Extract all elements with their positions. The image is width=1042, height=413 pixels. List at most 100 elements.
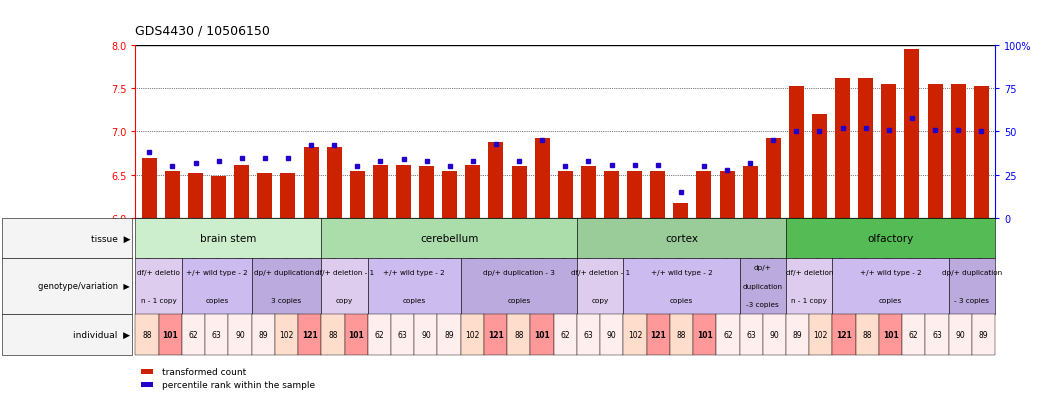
- Bar: [766, 139, 780, 219]
- Bar: [720, 171, 735, 219]
- Text: GDS4430 / 10506150: GDS4430 / 10506150: [135, 24, 270, 37]
- Text: copy: copy: [336, 297, 353, 303]
- Bar: [673, 203, 689, 219]
- Text: genotype/variation  ▶: genotype/variation ▶: [39, 282, 130, 290]
- Text: 102: 102: [627, 330, 642, 339]
- Text: 89: 89: [444, 330, 454, 339]
- Text: df/+ deletion: df/+ deletion: [786, 269, 833, 275]
- Text: 90: 90: [606, 330, 617, 339]
- Text: dp/+: dp/+: [753, 264, 772, 271]
- Bar: [882, 85, 896, 219]
- Text: 102: 102: [465, 330, 479, 339]
- Bar: [280, 174, 296, 219]
- Bar: [396, 165, 411, 219]
- Bar: [557, 171, 573, 219]
- Bar: [904, 50, 919, 219]
- Bar: [142, 158, 157, 219]
- Text: dp/+ duplication: dp/+ duplication: [942, 269, 1002, 275]
- Text: cortex: cortex: [665, 233, 698, 244]
- Text: 101: 101: [697, 330, 713, 339]
- Bar: [212, 176, 226, 219]
- Bar: [419, 167, 435, 219]
- Text: 88: 88: [863, 330, 872, 339]
- Text: 62: 62: [375, 330, 384, 339]
- Text: 90: 90: [769, 330, 779, 339]
- Bar: [535, 139, 550, 219]
- Text: 90: 90: [956, 330, 965, 339]
- Text: brain stem: brain stem: [200, 233, 256, 244]
- Text: 121: 121: [302, 330, 318, 339]
- Bar: [327, 148, 342, 219]
- Text: cerebellum: cerebellum: [420, 233, 478, 244]
- Bar: [489, 142, 503, 219]
- Text: 102: 102: [279, 330, 294, 339]
- Text: 62: 62: [189, 330, 198, 339]
- Bar: [234, 166, 249, 219]
- Bar: [927, 85, 943, 219]
- Text: duplication: duplication: [743, 283, 783, 289]
- Text: df/+ deletion - 1: df/+ deletion - 1: [315, 269, 374, 275]
- Text: 3 copies: 3 copies: [271, 297, 301, 303]
- Bar: [580, 167, 596, 219]
- Text: 101: 101: [348, 330, 364, 339]
- Bar: [973, 87, 989, 219]
- Text: copies: copies: [205, 297, 228, 303]
- Text: 90: 90: [235, 330, 245, 339]
- Text: +/+ wild type - 2: +/+ wild type - 2: [650, 269, 713, 275]
- Text: 62: 62: [909, 330, 919, 339]
- Text: 101: 101: [883, 330, 898, 339]
- Text: 62: 62: [561, 330, 570, 339]
- Text: copies: copies: [670, 297, 693, 303]
- Bar: [812, 115, 827, 219]
- Text: individual  ▶: individual ▶: [73, 330, 130, 339]
- Bar: [789, 87, 803, 219]
- Text: n - 1 copy: n - 1 copy: [141, 297, 176, 303]
- Bar: [627, 171, 642, 219]
- Text: transformed count: transformed count: [162, 367, 246, 376]
- Text: 62: 62: [723, 330, 733, 339]
- Bar: [604, 171, 619, 219]
- Text: 88: 88: [143, 330, 152, 339]
- Bar: [303, 148, 319, 219]
- Text: tissue  ▶: tissue ▶: [91, 234, 130, 243]
- Text: 63: 63: [212, 330, 222, 339]
- Text: dp/+ duplication -: dp/+ duplication -: [254, 269, 319, 275]
- Text: 63: 63: [933, 330, 942, 339]
- Text: 90: 90: [421, 330, 430, 339]
- Text: 63: 63: [398, 330, 407, 339]
- Text: 63: 63: [746, 330, 756, 339]
- Text: 121: 121: [488, 330, 503, 339]
- Text: 88: 88: [328, 330, 338, 339]
- Bar: [188, 174, 203, 219]
- Bar: [442, 171, 457, 219]
- Text: 121: 121: [650, 330, 666, 339]
- Text: copies: copies: [507, 297, 530, 303]
- Bar: [350, 171, 365, 219]
- Text: 89: 89: [258, 330, 268, 339]
- Text: 102: 102: [814, 330, 828, 339]
- Text: copy: copy: [592, 297, 609, 303]
- Text: 89: 89: [978, 330, 988, 339]
- Text: olfactory: olfactory: [867, 233, 914, 244]
- Bar: [743, 167, 758, 219]
- Text: 88: 88: [514, 330, 523, 339]
- Text: copies: copies: [879, 297, 902, 303]
- Bar: [257, 174, 272, 219]
- Bar: [466, 165, 480, 219]
- Text: +/+ wild type - 2: +/+ wild type - 2: [185, 269, 248, 275]
- Text: +/+ wild type - 2: +/+ wild type - 2: [383, 269, 445, 275]
- Text: - 3 copies: - 3 copies: [954, 297, 989, 303]
- Bar: [696, 171, 712, 219]
- Bar: [859, 78, 873, 219]
- Text: percentile rank within the sample: percentile rank within the sample: [162, 380, 315, 389]
- Text: +/+ wild type - 2: +/+ wild type - 2: [860, 269, 921, 275]
- Text: dp/+ duplication - 3: dp/+ duplication - 3: [482, 269, 554, 275]
- Text: df/+ deletion - 1: df/+ deletion - 1: [571, 269, 629, 275]
- Bar: [373, 165, 388, 219]
- Text: 101: 101: [535, 330, 550, 339]
- Text: 89: 89: [793, 330, 802, 339]
- Bar: [650, 172, 665, 219]
- Bar: [835, 78, 850, 219]
- Text: n - 1 copy: n - 1 copy: [791, 297, 827, 303]
- Text: 63: 63: [584, 330, 593, 339]
